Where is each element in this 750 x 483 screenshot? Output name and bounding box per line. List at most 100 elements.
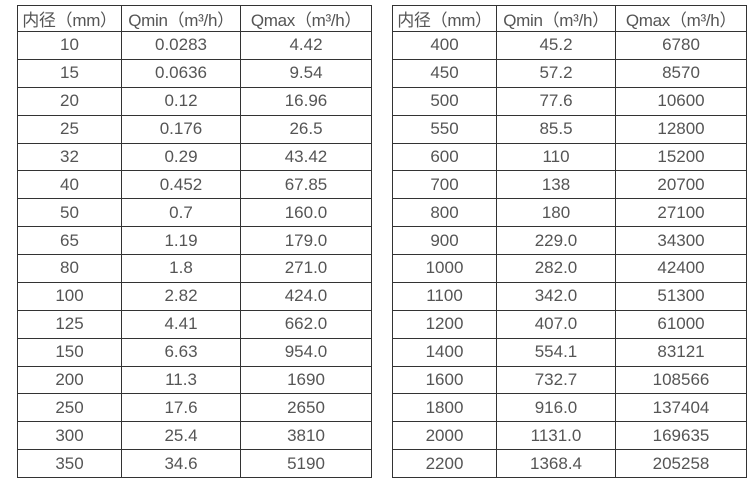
table-row: 900 229.0 34300 [392, 226, 747, 255]
table-cell: 200 [17, 365, 122, 395]
table-cell: 40 [17, 170, 122, 200]
table-cell: 110 [496, 142, 616, 172]
table-row: 65 1.19 179.0 [17, 226, 372, 255]
table-row: 1400 554.1 83121 [392, 337, 747, 367]
table-cell: 2.82 [121, 281, 241, 311]
table-cell: 600 [392, 142, 497, 172]
table-cell: 169635 [615, 421, 747, 451]
flow-table-large-diameters: 内径（mm） Qmin（m³/h） Qmax（m³/h） 400 45.2 6780 450… [392, 5, 747, 478]
table-cell: 43.42 [240, 142, 372, 172]
header-row: 内径（mm） Qmin（m³/h） Qmax（m³/h） [392, 5, 747, 32]
table-cell: 11.3 [121, 365, 241, 395]
table-cell: 2650 [240, 393, 372, 423]
table-cell: 67.85 [240, 170, 372, 200]
table-row: 1100 342.0 51300 [392, 281, 747, 311]
table-cell: 138 [496, 170, 616, 200]
table-row: 1200 407.0 61000 [392, 309, 747, 339]
table-cell: 250 [17, 393, 122, 423]
table-cell: 1368.4 [496, 449, 616, 478]
header-cell: 内径（mm） [392, 5, 497, 32]
table-cell: 0.12 [121, 86, 241, 116]
table-cell: 160.0 [240, 198, 372, 228]
table-cell: 2200 [392, 449, 497, 478]
table-row: 300 25.4 3810 [17, 421, 372, 451]
table-cell: 350 [17, 449, 122, 478]
table-cell: 15 [17, 58, 122, 88]
table-cell: 916.0 [496, 393, 616, 423]
table-cell: 500 [392, 86, 497, 116]
table-cell: 77.6 [496, 86, 616, 116]
table-cell: 900 [392, 226, 497, 255]
table-cell: 282.0 [496, 254, 616, 283]
table-cell: 6780 [615, 31, 747, 60]
table-row: 32 0.29 43.42 [17, 142, 372, 172]
table-cell: 1600 [392, 365, 497, 395]
table-row: 25 0.176 26.5 [17, 114, 372, 144]
table-row: 2000 1131.0 169635 [392, 421, 747, 451]
table-cell: 50 [17, 198, 122, 228]
table-row: 200 11.3 1690 [17, 365, 372, 395]
header-cell: Qmax（m³/h） [615, 5, 747, 32]
table-cell: 65 [17, 226, 122, 255]
table-cell: 32 [17, 142, 122, 172]
table-row: 40 0.452 67.85 [17, 170, 372, 200]
header-cell: 内径（mm） [17, 5, 122, 32]
table-cell: 1800 [392, 393, 497, 423]
table-cell: 1131.0 [496, 421, 616, 451]
table-cell: 10600 [615, 86, 747, 116]
table-cell: 9.54 [240, 58, 372, 88]
table-cell: 554.1 [496, 337, 616, 367]
table-row: 450 57.2 8570 [392, 58, 747, 88]
table-row: 400 45.2 6780 [392, 31, 747, 60]
table-cell: 27100 [615, 198, 747, 228]
table-cell: 1000 [392, 254, 497, 283]
table-row: 50 0.7 160.0 [17, 198, 372, 228]
table-cell: 700 [392, 170, 497, 200]
table-cell: 732.7 [496, 365, 616, 395]
table-cell: 407.0 [496, 309, 616, 339]
table-row: 2200 1368.4 205258 [392, 449, 747, 478]
table-cell: 16.96 [240, 86, 372, 116]
header-cell: Qmin（m³/h） [121, 5, 241, 32]
table-cell: 662.0 [240, 309, 372, 339]
table-cell: 61000 [615, 309, 747, 339]
table-cell: 424.0 [240, 281, 372, 311]
table-row: 125 4.41 662.0 [17, 309, 372, 339]
table-row: 1800 916.0 137404 [392, 393, 747, 423]
table-row: 10 0.0283 4.42 [17, 31, 372, 60]
table-cell: 1690 [240, 365, 372, 395]
table-row: 100 2.82 424.0 [17, 281, 372, 311]
table-cell: 25 [17, 114, 122, 144]
table-cell: 42400 [615, 254, 747, 283]
header-cell: Qmin（m³/h） [496, 5, 616, 32]
table-cell: 300 [17, 421, 122, 451]
flow-table-small-diameters: 内径（mm） Qmin（m³/h） Qmax（m³/h） 10 0.0283 4.42 15… [17, 5, 372, 478]
table-cell: 3810 [240, 421, 372, 451]
table-cell: 4.41 [121, 309, 241, 339]
table-cell: 229.0 [496, 226, 616, 255]
table-cell: 57.2 [496, 58, 616, 88]
table-row: 600 110 15200 [392, 142, 747, 172]
table-row: 500 77.6 10600 [392, 86, 747, 116]
table-cell: 0.0283 [121, 31, 241, 60]
table-cell: 51300 [615, 281, 747, 311]
table-cell: 26.5 [240, 114, 372, 144]
table-cell: 342.0 [496, 281, 616, 311]
table-cell: 80 [17, 254, 122, 283]
table-cell: 1400 [392, 337, 497, 367]
table-cell: 205258 [615, 449, 747, 478]
table-cell: 800 [392, 198, 497, 228]
table-cell: 150 [17, 337, 122, 367]
table-cell: 45.2 [496, 31, 616, 60]
table-cell: 20 [17, 86, 122, 116]
table-cell: 954.0 [240, 337, 372, 367]
table-cell: 6.63 [121, 337, 241, 367]
table-cell: 12800 [615, 114, 747, 144]
table-row: 1000 282.0 42400 [392, 254, 747, 283]
table-row: 550 85.5 12800 [392, 114, 747, 144]
table-cell: 179.0 [240, 226, 372, 255]
table-cell: 0.0636 [121, 58, 241, 88]
table-cell: 5190 [240, 449, 372, 478]
header-cell: Qmax（m³/h） [240, 5, 372, 32]
